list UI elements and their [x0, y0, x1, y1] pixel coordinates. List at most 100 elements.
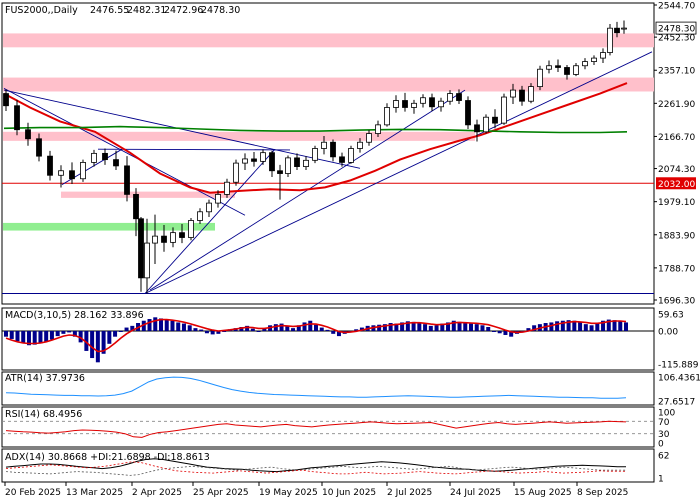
macd-bar [239, 326, 244, 331]
macd-bar [153, 317, 158, 331]
macd-bar [572, 320, 577, 331]
candle-up [188, 220, 194, 238]
macd-bar [273, 324, 278, 331]
macd-bar [4, 330, 8, 337]
fan-up-1 [144, 148, 276, 294]
macd-bar [394, 323, 399, 331]
price-tick-label: 2452.30 [658, 34, 695, 44]
candle-up [537, 68, 543, 88]
macd-bar [451, 320, 456, 331]
macd-bar [141, 320, 146, 331]
candle-up [152, 235, 158, 244]
macd-bar [417, 323, 422, 331]
macd-bar [331, 330, 336, 334]
macd-bar [428, 325, 433, 331]
resistance-zone-top [3, 33, 654, 48]
macd-bar [308, 320, 313, 331]
candle-down [102, 152, 108, 161]
candle-up [573, 65, 579, 75]
macd-bar [90, 330, 95, 359]
macd-bar [612, 320, 617, 331]
macd-bar [124, 327, 129, 331]
macd-bar [199, 329, 204, 331]
macd-bar [95, 330, 100, 363]
adx-tick-label: 1 [658, 475, 664, 485]
macd-bar [38, 330, 43, 344]
adx-frame [1, 448, 655, 483]
macd-bar [463, 323, 468, 331]
resistance-zone-mid [3, 77, 654, 92]
level-price-tag [656, 177, 696, 190]
candle-down [69, 170, 75, 180]
candle-down [555, 65, 561, 68]
candle-up [260, 152, 266, 162]
candle-down [614, 27, 620, 34]
candle-up [233, 162, 239, 183]
macd-bar [15, 330, 20, 342]
macd-bar [377, 324, 382, 331]
candle-down [161, 235, 167, 243]
macd-panel: 59.63 0.00 -115.889 [1, 307, 699, 371]
macd-bar [382, 324, 387, 331]
x-tick-label: 8 Sep 2025 [577, 488, 628, 498]
macd-bar [291, 328, 296, 331]
candle-down [124, 165, 130, 195]
macd-bar [159, 318, 163, 331]
rsi-tick-label: 70 [658, 418, 670, 428]
macd-bar [250, 328, 255, 331]
rsi-label: RSI(14) 68.4956 [5, 409, 82, 420]
candle-down [492, 116, 498, 124]
macd-bar [595, 323, 600, 331]
candle-down [429, 97, 435, 108]
macd-bar [187, 325, 192, 331]
channel-diag [3, 87, 246, 216]
x-tick-label: 10 Jun 2025 [322, 488, 376, 498]
atr-frame [1, 371, 655, 406]
candle-up [600, 52, 606, 59]
macd-label: MACD(3,10,5) 28.162 33.896 [5, 310, 144, 321]
candle-up [197, 211, 203, 221]
ohlc-open: 2476.55 [90, 5, 129, 16]
candle-up [438, 100, 444, 108]
candle-up [348, 148, 354, 163]
macd-bar [555, 321, 560, 331]
candle-up [420, 97, 426, 104]
x-axis: 20 Feb 2025 13 Mar 2025 2 Apr 2025 25 Apr 2… [4, 482, 628, 498]
macd-bar [113, 330, 118, 337]
candle-down [25, 129, 31, 140]
price-tick-label: 1788.70 [658, 264, 695, 274]
macd-tick-label: 59.63 [658, 311, 684, 321]
macd-bar [26, 330, 31, 346]
rsi-frame [1, 406, 655, 448]
macd-tick-label: 0.00 [658, 327, 678, 337]
candle-up [224, 181, 230, 195]
chart-title: FUS2000,,Daily [5, 5, 78, 16]
macd-bar [314, 324, 318, 331]
candle-down [113, 159, 119, 167]
adx-minus-di-line [5, 461, 627, 475]
red-ma [3, 82, 628, 194]
candle-up [582, 61, 588, 67]
macd-bar [497, 330, 502, 334]
macd-bar [526, 328, 531, 331]
macd-bar [423, 324, 428, 331]
macd-bar [405, 321, 410, 331]
candle-down [339, 156, 345, 163]
macd-bar [256, 330, 261, 332]
macd-bar [503, 330, 508, 335]
ohlc-high: 2482.31 [127, 5, 166, 16]
candle-down [465, 100, 471, 126]
price-tick-label: 2074.30 [658, 165, 695, 175]
candle-down [133, 193, 139, 220]
candle-up [242, 158, 248, 164]
candle-down [47, 155, 53, 176]
candle-up [58, 170, 64, 176]
macd-bar [578, 322, 583, 331]
candle-down [330, 141, 336, 158]
candle-up [303, 159, 309, 167]
candle-down [456, 93, 462, 101]
candle-down [474, 124, 480, 133]
